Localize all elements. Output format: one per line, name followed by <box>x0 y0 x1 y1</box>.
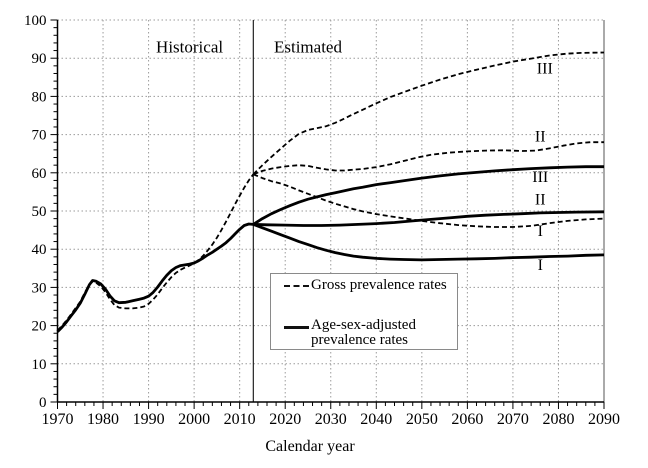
series-adjusted-estimated-III <box>252 165 604 226</box>
y-tick-labels: 0 10 20 30 40 50 60 70 80 90 100 <box>24 13 47 411</box>
x-tick-label: 2000 <box>178 411 210 428</box>
legend-dashed-line-sample <box>284 285 309 287</box>
axis-ticks <box>50 19 605 409</box>
x-tick-label: 2040 <box>360 411 392 428</box>
x-tick-label: 2050 <box>406 411 438 428</box>
y-tick-label: 100 <box>24 13 47 29</box>
series-adjusted-historical <box>56 222 254 333</box>
y-tick-label: 80 <box>32 89 47 105</box>
x-tick-label: 2020 <box>269 411 301 428</box>
series-adjusted-estimated-I <box>252 223 605 262</box>
legend-label-gross: Gross prevalence rates <box>311 277 447 293</box>
x-tick-label: 1980 <box>87 411 119 428</box>
region-label-estimated: Estimated <box>274 38 342 57</box>
y-tick-label: 70 <box>32 128 47 144</box>
legend-box: Gross prevalence rates Age-sex-adjusted … <box>270 273 458 350</box>
y-tick-label: 40 <box>32 242 47 258</box>
x-tick-labels: 1970 1980 1990 2000 2010 2020 2030 2040 2050 2060… <box>42 411 621 428</box>
x-tick-label: 2060 <box>451 411 483 428</box>
series-gross-estimated-III <box>252 51 605 175</box>
x-tick-label: 2070 <box>497 411 529 428</box>
x-tick-label: 1970 <box>42 411 74 428</box>
x-tick-label: 2010 <box>224 411 256 428</box>
y-tick-label: 90 <box>32 51 47 67</box>
x-tick-label: 1990 <box>133 411 165 428</box>
y-tick-label: 10 <box>32 357 47 373</box>
y-tick-label: 20 <box>32 319 47 335</box>
curve-label-gross-estimated-II: II <box>535 129 546 146</box>
y-tick-label: 0 <box>39 395 47 411</box>
curve-label-adjusted-estimated-I: I <box>538 257 543 274</box>
x-tick-label: 2080 <box>542 411 574 428</box>
series-gross-estimated-II <box>252 141 604 176</box>
region-label-historical: Historical <box>156 38 223 57</box>
legend-solid-line-sample <box>284 326 309 329</box>
x-tick-label: 2030 <box>315 411 347 428</box>
y-tick-label: 60 <box>32 166 47 182</box>
legend-label-adjusted: Age-sex-adjusted prevalence rates <box>311 317 416 348</box>
x-tick-label: 2090 <box>588 411 620 428</box>
region-labels: Historical Estimated <box>156 38 342 57</box>
curve-label-gross-estimated-III: III <box>537 61 553 78</box>
curve-label-adjusted-estimated-II: II <box>535 192 546 209</box>
x-axis-title: Calendar year <box>265 438 355 455</box>
series <box>56 51 605 333</box>
curve-label-gross-estimated-I: I <box>538 223 543 240</box>
series-gross-historical <box>56 173 255 332</box>
series-adjusted-estimated-II <box>253 210 605 227</box>
curve-label-adjusted-estimated-III: III <box>532 169 548 186</box>
axis-titles: Calendar year <box>265 438 355 455</box>
y-tick-label: 30 <box>32 280 47 296</box>
series-gross-estimated-I <box>252 173 605 228</box>
y-tick-label: 50 <box>32 204 47 220</box>
